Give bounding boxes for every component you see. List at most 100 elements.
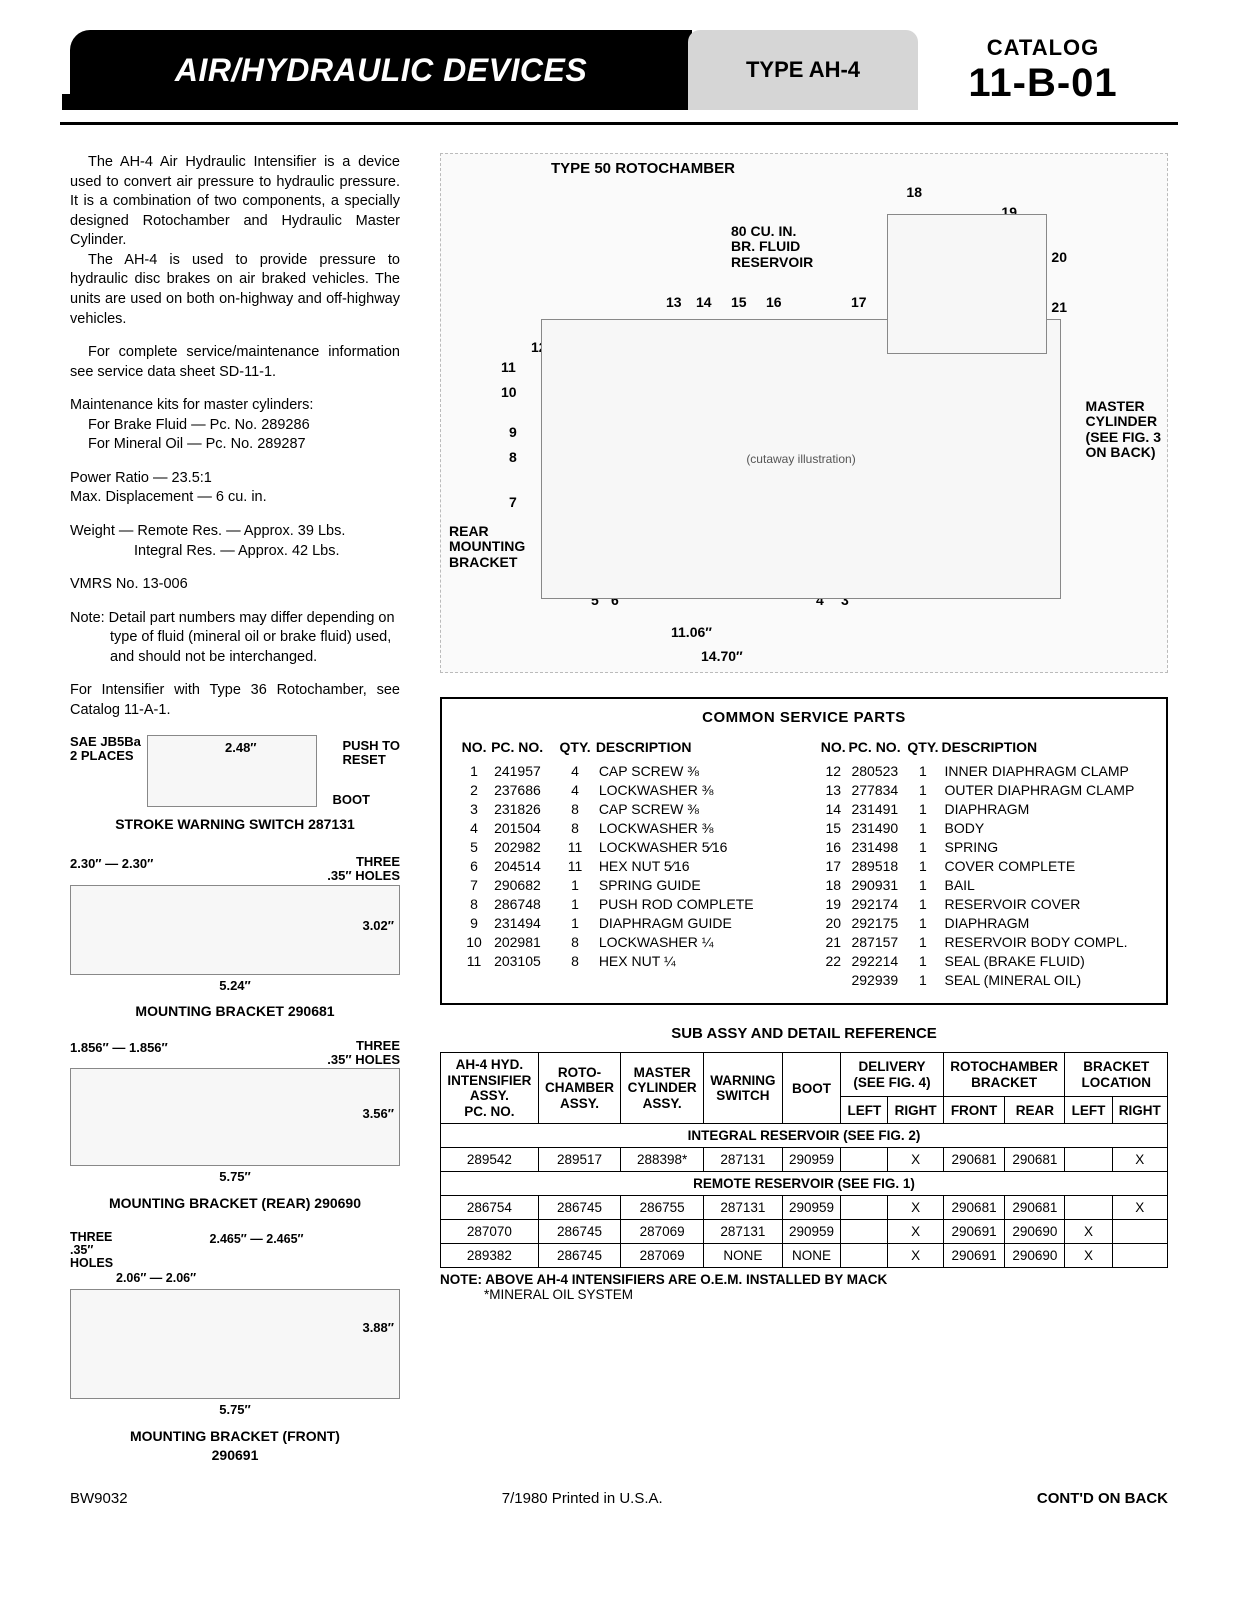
section-row: INTEGRAL RESERVOIR (SEE FIG. 2) xyxy=(441,1124,1168,1148)
footer-left: BW9032 xyxy=(70,1490,128,1507)
power-ratio: Power Ratio — 23.5:1 xyxy=(70,469,400,489)
cutaway-figure: (cutaway illustration) xyxy=(541,319,1061,599)
b2-d2: 3.56″ xyxy=(362,1105,394,1123)
power-block: Power Ratio — 23.5:1 Max. Displacement —… xyxy=(70,469,400,508)
bracket-3: THREE .35″ HOLES 2.465″ — 2.465″ 2.06″ —… xyxy=(70,1231,400,1465)
sh-right: RIGHT xyxy=(888,1097,943,1124)
h2-qty: QTY. xyxy=(905,738,940,761)
b1-caption: MOUNTING BRACKET 290681 xyxy=(70,1002,400,1021)
rear-bracket-label: REAR MOUNTING BRACKET xyxy=(449,524,525,570)
b3-holes: THREE .35″ HOLES xyxy=(70,1231,113,1270)
sh-4: WARNING SWITCH xyxy=(703,1053,782,1124)
h-qty: QTY. xyxy=(555,738,595,761)
table-row: 192921741RESERVOIR COVER xyxy=(819,894,1150,913)
table-row: 520298211LOCKWASHER 5⁄16 xyxy=(458,837,789,856)
push-reset: PUSH TO RESET xyxy=(342,739,400,768)
figure-title: TYPE 50 ROTOCHAMBER xyxy=(551,160,735,177)
see-also: For Intensifier with Type 36 Rotochamber… xyxy=(70,681,400,720)
co-10: 10 xyxy=(501,384,517,400)
table-row: 289542289517288398*287131290959X29068129… xyxy=(441,1148,1168,1172)
b3-d2: 2.06″ xyxy=(116,1271,146,1285)
sh-2: ROTO- CHAMBER ASSY. xyxy=(538,1053,621,1124)
maint-2: For Mineral Oil — Pc. No. 289287 xyxy=(70,435,400,455)
note: Note: Detail part numbers may differ dep… xyxy=(70,609,400,668)
catalog-label: CATALOG xyxy=(987,35,1100,61)
header-type: TYPE AH-4 xyxy=(688,30,918,110)
footer-right: CONT'D ON BACK xyxy=(1037,1490,1168,1507)
table-row: 72906821SPRING GUIDE xyxy=(458,875,789,894)
sh-rear: REAR xyxy=(1005,1097,1065,1124)
table-row: 222922141SEAL (BRAKE FLUID) xyxy=(819,951,1150,970)
b1-d2: 3.02″ xyxy=(362,917,394,935)
subassy-title: SUB ASSY AND DETAIL REFERENCE xyxy=(440,1025,1168,1042)
sh-left2: LEFT xyxy=(1065,1097,1112,1124)
table-row: 82867481PUSH ROD COMPLETE xyxy=(458,894,789,913)
csp-left: NO. PC. NO. QTY. DESCRIPTION 12419574CAP… xyxy=(458,738,789,989)
b3-d5: 5.75″ xyxy=(70,1401,400,1419)
dim-1: 11.06″ xyxy=(671,624,712,640)
b2-d3: 5.75″ xyxy=(70,1168,400,1186)
sh-5: BOOT xyxy=(782,1053,840,1124)
intro-p3: For complete service/maintenance informa… xyxy=(70,343,400,382)
b3-d0: 2.465″ xyxy=(210,1232,247,1246)
sh-8: BRACKET LOCATION xyxy=(1065,1053,1168,1097)
reservoir-label: 80 CU. IN. BR. FLUID RESERVOIR xyxy=(731,224,813,270)
table-row: 12419574CAP SCREW ⅜ xyxy=(458,761,789,780)
co-17: 17 xyxy=(851,294,867,310)
table-row: 112031058HEX NUT ¼ xyxy=(458,951,789,970)
table-row: 22376864LOCKWASHER ⅜ xyxy=(458,780,789,799)
right-column: TYPE 50 ROTOCHAMBER 80 CU. IN. BR. FLUID… xyxy=(440,153,1168,1464)
b1-d0: 2.30″ xyxy=(70,856,102,871)
catalog-number: 11-B-01 xyxy=(968,61,1117,106)
sh-front: FRONT xyxy=(943,1097,1005,1124)
footer: BW9032 7/1980 Printed in U.S.A. CONT'D O… xyxy=(70,1490,1168,1507)
bracket-2: 1.856″ — 1.856″ THREE .35″ HOLES 3.56″ 5… xyxy=(70,1039,400,1213)
sh-1: AH-4 HYD. INTENSIFIER ASSY. PC. NO. xyxy=(441,1053,539,1124)
b3-figure xyxy=(70,1289,400,1399)
b2-holes: THREE .35″ HOLES xyxy=(327,1039,400,1066)
sh-7: ROTOCHAMBER BRACKET xyxy=(943,1053,1065,1097)
b1-d3: 5.24″ xyxy=(70,977,400,995)
maint-title: Maintenance kits for master cylinders: xyxy=(70,396,400,416)
h2-desc: DESCRIPTION xyxy=(940,738,1150,761)
b2-figure xyxy=(70,1068,400,1166)
maint-1: For Brake Fluid — Pc. No. 289286 xyxy=(70,416,400,436)
table-row: 289382286745287069NONENONEX290691290690X xyxy=(441,1244,1168,1268)
subassy-table: AH-4 HYD. INTENSIFIER ASSY. PC. NO. ROTO… xyxy=(440,1052,1168,1268)
subassy-note1: NOTE: ABOVE AH-4 INTENSIFIERS ARE O.E.M.… xyxy=(440,1272,1168,1287)
switch-dim: 2.48″ xyxy=(225,739,257,757)
table-row: 152314901BODY xyxy=(819,818,1150,837)
sae-label: SAE JB5Ba 2 PLACES xyxy=(70,735,141,764)
table-row: 32318268CAP SCREW ⅜ xyxy=(458,799,789,818)
table-row: 172895181COVER COMPLETE xyxy=(819,856,1150,875)
max-displ: Max. Displacement — 6 cu. in. xyxy=(70,488,400,508)
b3-caption: MOUNTING BRACKET (FRONT) 290691 xyxy=(70,1427,400,1465)
table-row: 182909311BAIL xyxy=(819,875,1150,894)
table-row: 162314981SPRING xyxy=(819,837,1150,856)
dim-2: 14.70″ xyxy=(701,648,743,664)
co-21: 21 xyxy=(1051,299,1067,315)
co-8: 8 xyxy=(509,449,517,465)
intro-p2: The AH-4 is used to provide pressure to … xyxy=(70,251,400,329)
h2-no: NO. xyxy=(819,738,847,761)
b1-d1: 2.30″ xyxy=(122,856,154,871)
b3-d4: 3.88″ xyxy=(362,1319,394,1337)
h-desc: DESCRIPTION xyxy=(595,738,789,761)
weight-block: Weight — Remote Res. — Approx. 39 Lbs. I… xyxy=(70,522,400,561)
co-7: 7 xyxy=(509,494,517,510)
table-row: 92314941DIAPHRAGM GUIDE xyxy=(458,913,789,932)
sh-left: LEFT xyxy=(841,1097,888,1124)
table-row: 287070286745287069287131290959X290691290… xyxy=(441,1220,1168,1244)
co-16: 16 xyxy=(766,294,782,310)
switch-caption: STROKE WARNING SWITCH 287131 xyxy=(70,815,400,834)
b1-figure xyxy=(70,885,400,975)
co-14: 14 xyxy=(696,294,712,310)
table-row: 132778341OUTER DIAPHRAGM CLAMP xyxy=(819,780,1150,799)
h-pc: PC. NO. xyxy=(490,738,555,761)
co-15: 15 xyxy=(731,294,747,310)
csp-right: NO. PC. NO. QTY. DESCRIPTION 122805231IN… xyxy=(819,738,1150,989)
csp-table: COMMON SERVICE PARTS NO. PC. NO. QTY. DE… xyxy=(440,697,1168,1005)
weight-2: Integral Res. — Approx. 42 Lbs. xyxy=(70,542,400,562)
intro-p1: The AH-4 Air Hydraulic Intensifier is a … xyxy=(70,153,400,251)
table-row: 202921751DIAPHRAGM xyxy=(819,913,1150,932)
